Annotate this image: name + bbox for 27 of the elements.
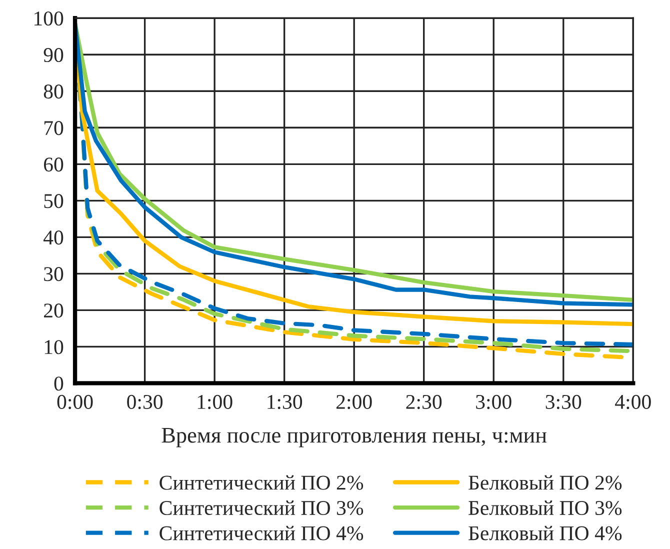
x-tick-label: 2:00 xyxy=(336,394,372,410)
legend-label: Белковый ПО 2% xyxy=(468,475,622,490)
x-axis-title: Время после приготовления пены, ч:мин xyxy=(162,428,547,448)
y-tick-label: 0 xyxy=(54,376,64,391)
y-tick-label: 100 xyxy=(34,11,64,26)
x-tick-label: 0:30 xyxy=(127,394,163,410)
legend-label: Белковый ПО 3% xyxy=(468,500,622,516)
legend-label: Белковый ПО 4% xyxy=(468,526,622,540)
legend-label: Синтетический ПО 3% xyxy=(160,500,364,516)
legend-label: Синтетический ПО 4% xyxy=(160,526,364,540)
y-tick-label: 20 xyxy=(44,304,64,318)
x-tick-label: 0:00 xyxy=(57,394,93,410)
x-tick-label: 4:00 xyxy=(615,394,651,410)
x-tick-label: 1:30 xyxy=(268,394,302,410)
x-tick-label: 1:00 xyxy=(198,394,232,410)
y-tick-label: 70 xyxy=(44,121,64,136)
y-tick-label: 60 xyxy=(44,158,64,172)
y-tick-label: 80 xyxy=(44,84,64,99)
y-tick-label: 30 xyxy=(44,267,64,282)
legend-label: Синтетический ПО 2% xyxy=(160,475,364,490)
x-tick-label: 2:30 xyxy=(406,394,442,410)
y-tick-label: 90 xyxy=(44,48,64,62)
y-tick-label: 40 xyxy=(44,230,64,245)
x-tick-label: 3:30 xyxy=(546,394,582,410)
y-tick-label: 50 xyxy=(44,194,64,208)
x-tick-label: 3:00 xyxy=(476,394,512,410)
y-tick-label: 10 xyxy=(44,340,64,354)
